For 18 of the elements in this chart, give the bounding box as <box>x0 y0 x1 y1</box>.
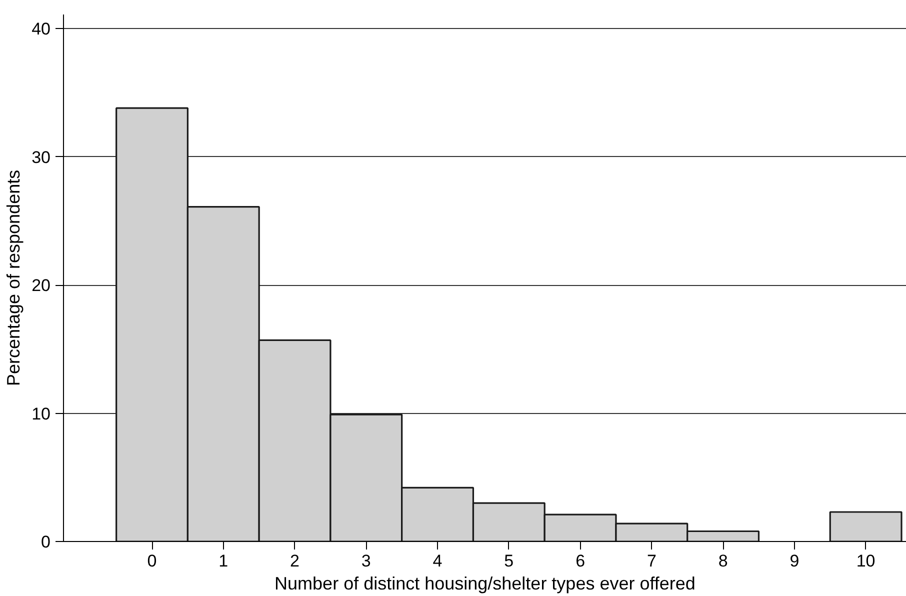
x-tick-label: 6 <box>576 552 586 570</box>
x-axis-title: Number of distinct housing/shelter types ever offered <box>274 574 696 594</box>
x-tick-label: 2 <box>290 552 300 570</box>
y-tick-label: 20 <box>32 276 51 296</box>
y-tick-label: 0 <box>41 532 51 552</box>
y-axis-title: Percentage of respondents <box>4 170 24 386</box>
x-tick-label: 9 <box>790 552 800 570</box>
x-tick-label: 5 <box>504 552 514 570</box>
x-tick-label: 8 <box>718 552 728 570</box>
y-tick-label: 40 <box>32 20 51 39</box>
x-tick-label: 1 <box>218 552 228 570</box>
y-tick-label: 10 <box>32 404 51 424</box>
x-tick-label: 0 <box>147 552 157 570</box>
x-tick-label: 3 <box>361 552 371 570</box>
x-tick-label: 10 <box>856 552 876 570</box>
y-tick-label: 30 <box>32 148 51 167</box>
x-tick-label: 4 <box>432 552 442 570</box>
x-tick-label: 7 <box>646 552 656 570</box>
